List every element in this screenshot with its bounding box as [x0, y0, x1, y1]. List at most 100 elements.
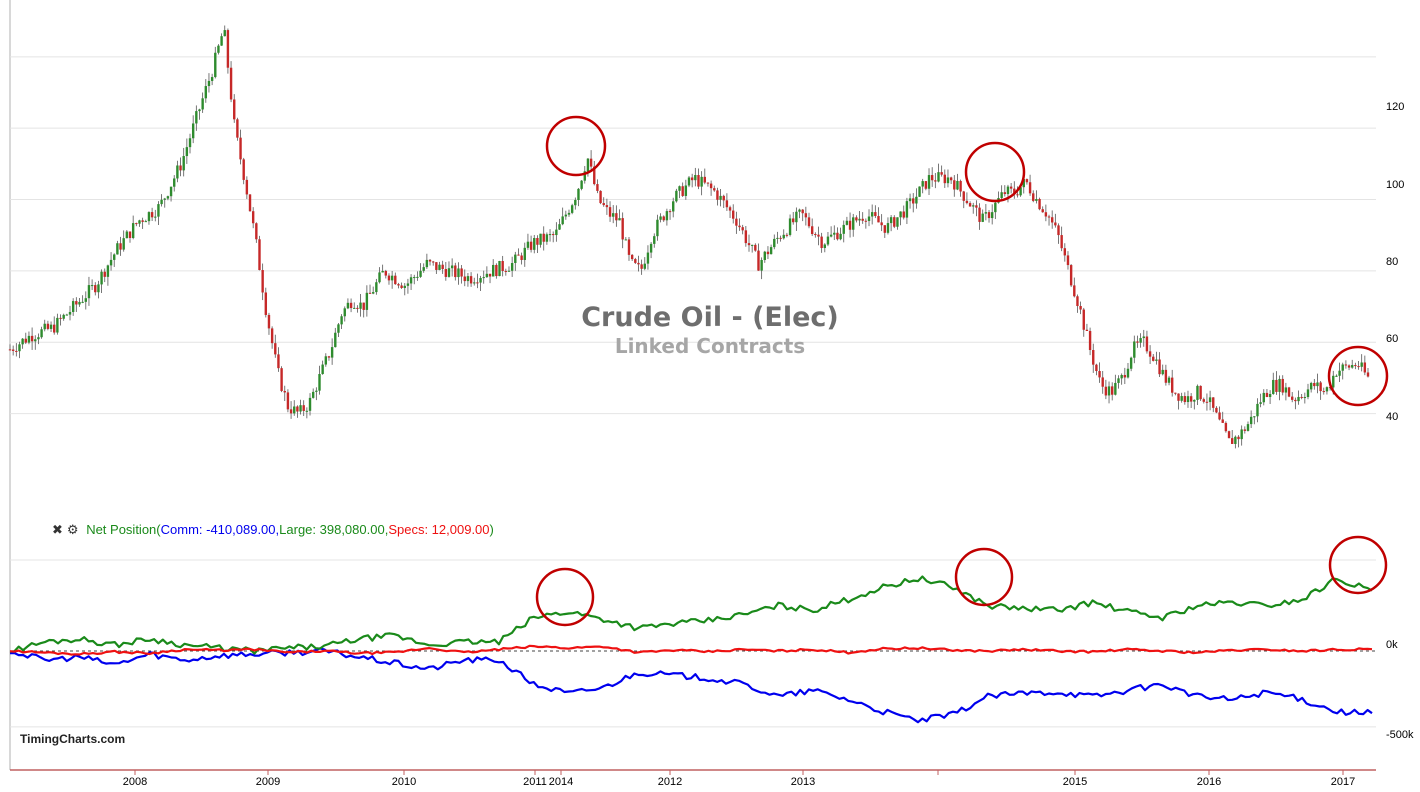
candle-body [1344, 364, 1348, 366]
candle-body [968, 203, 972, 207]
candle-body [965, 200, 969, 204]
candle-body [836, 232, 839, 240]
candle-body [1164, 369, 1168, 383]
candle-body [1325, 387, 1329, 392]
candle-body [1180, 396, 1183, 401]
candle-body [337, 324, 340, 333]
candle-body [375, 282, 378, 293]
candle-body [302, 405, 305, 411]
candle-body [1148, 351, 1152, 357]
candle-body [15, 350, 18, 352]
candle-body [229, 67, 233, 100]
candle-body [956, 180, 959, 190]
candle-body [908, 198, 912, 202]
candle-body [109, 259, 113, 266]
candle-body [959, 180, 962, 192]
candle-body [829, 234, 833, 237]
candle-body [81, 301, 84, 303]
candle-body [283, 390, 286, 393]
candle-body [773, 238, 776, 248]
x-tick-label: 2010 [391, 776, 417, 788]
x-tick-label: 2014 [548, 776, 574, 788]
candle-body [1044, 212, 1048, 217]
candle-body [365, 292, 369, 310]
candle-body [596, 184, 599, 191]
candle-body [258, 239, 261, 271]
candle-body [65, 314, 69, 316]
close-icon[interactable]: ✖ [52, 522, 63, 537]
candle-body [286, 392, 290, 410]
candle-body [1041, 209, 1044, 213]
candle-body [353, 307, 356, 309]
candle-body [422, 267, 425, 271]
candle-body [510, 262, 514, 271]
candle-body [53, 324, 56, 333]
candle-body [643, 263, 646, 269]
candle-body [627, 239, 631, 255]
candle-body [479, 278, 482, 283]
candle-body [640, 264, 643, 269]
candle-body [406, 283, 410, 286]
candle-body [1110, 386, 1114, 395]
candle-body [11, 349, 15, 351]
candle-body [533, 238, 536, 250]
candle-body [552, 234, 555, 236]
candle-body [457, 268, 460, 278]
candle-body [507, 270, 511, 272]
candle-body [469, 276, 473, 284]
candle-body [1022, 179, 1025, 188]
candle-body [428, 259, 432, 262]
candle-body [735, 218, 738, 226]
y-tick-label: 40 [1386, 411, 1399, 423]
candle-body [953, 180, 956, 190]
candle-body [1309, 382, 1313, 390]
candle-body [1082, 309, 1085, 330]
candle-body [766, 251, 770, 255]
candle-body [1218, 412, 1221, 420]
candle-body [122, 238, 125, 250]
candle-body [191, 123, 195, 139]
candle-body [839, 233, 842, 240]
candle-body [690, 177, 694, 181]
candle-body [1183, 396, 1187, 403]
candle-body [738, 225, 741, 228]
candle-body [40, 329, 43, 338]
gear-icon[interactable]: ⚙ [66, 522, 79, 537]
candle-body [943, 174, 947, 184]
candle-body [476, 282, 479, 284]
candle-body [195, 111, 198, 124]
candle-body [877, 216, 880, 223]
candle-body [1186, 396, 1190, 403]
candle-body [30, 335, 34, 342]
candle-body [542, 233, 545, 242]
candle-body [1139, 338, 1142, 343]
candle-body [1016, 194, 1019, 196]
candle-body [1335, 375, 1338, 377]
candle-body [874, 212, 877, 217]
candle-body [438, 264, 441, 270]
candle-body [103, 271, 106, 277]
candle-body [580, 180, 583, 189]
candle-body [687, 177, 691, 186]
candle-body [106, 265, 110, 277]
candle-body [905, 201, 909, 218]
candle-body [242, 159, 245, 180]
candle-body [555, 229, 558, 236]
y-tick-label: 0k [1386, 639, 1398, 651]
candle-body [817, 234, 820, 237]
candle-body [833, 232, 836, 235]
candle-body [188, 138, 192, 148]
candle-body [517, 254, 520, 256]
candle-body [1275, 379, 1278, 392]
candle-body [577, 188, 580, 200]
candle-body [1107, 386, 1111, 396]
candle-body [68, 311, 72, 315]
candle-body [1249, 416, 1253, 425]
watermark: TimingCharts.com [20, 732, 126, 746]
candle-body [1319, 382, 1322, 392]
candle-body [630, 254, 634, 260]
candle-body [870, 212, 874, 217]
candle-body [760, 260, 763, 271]
candle-body [236, 119, 239, 138]
candle-body [1142, 336, 1145, 339]
